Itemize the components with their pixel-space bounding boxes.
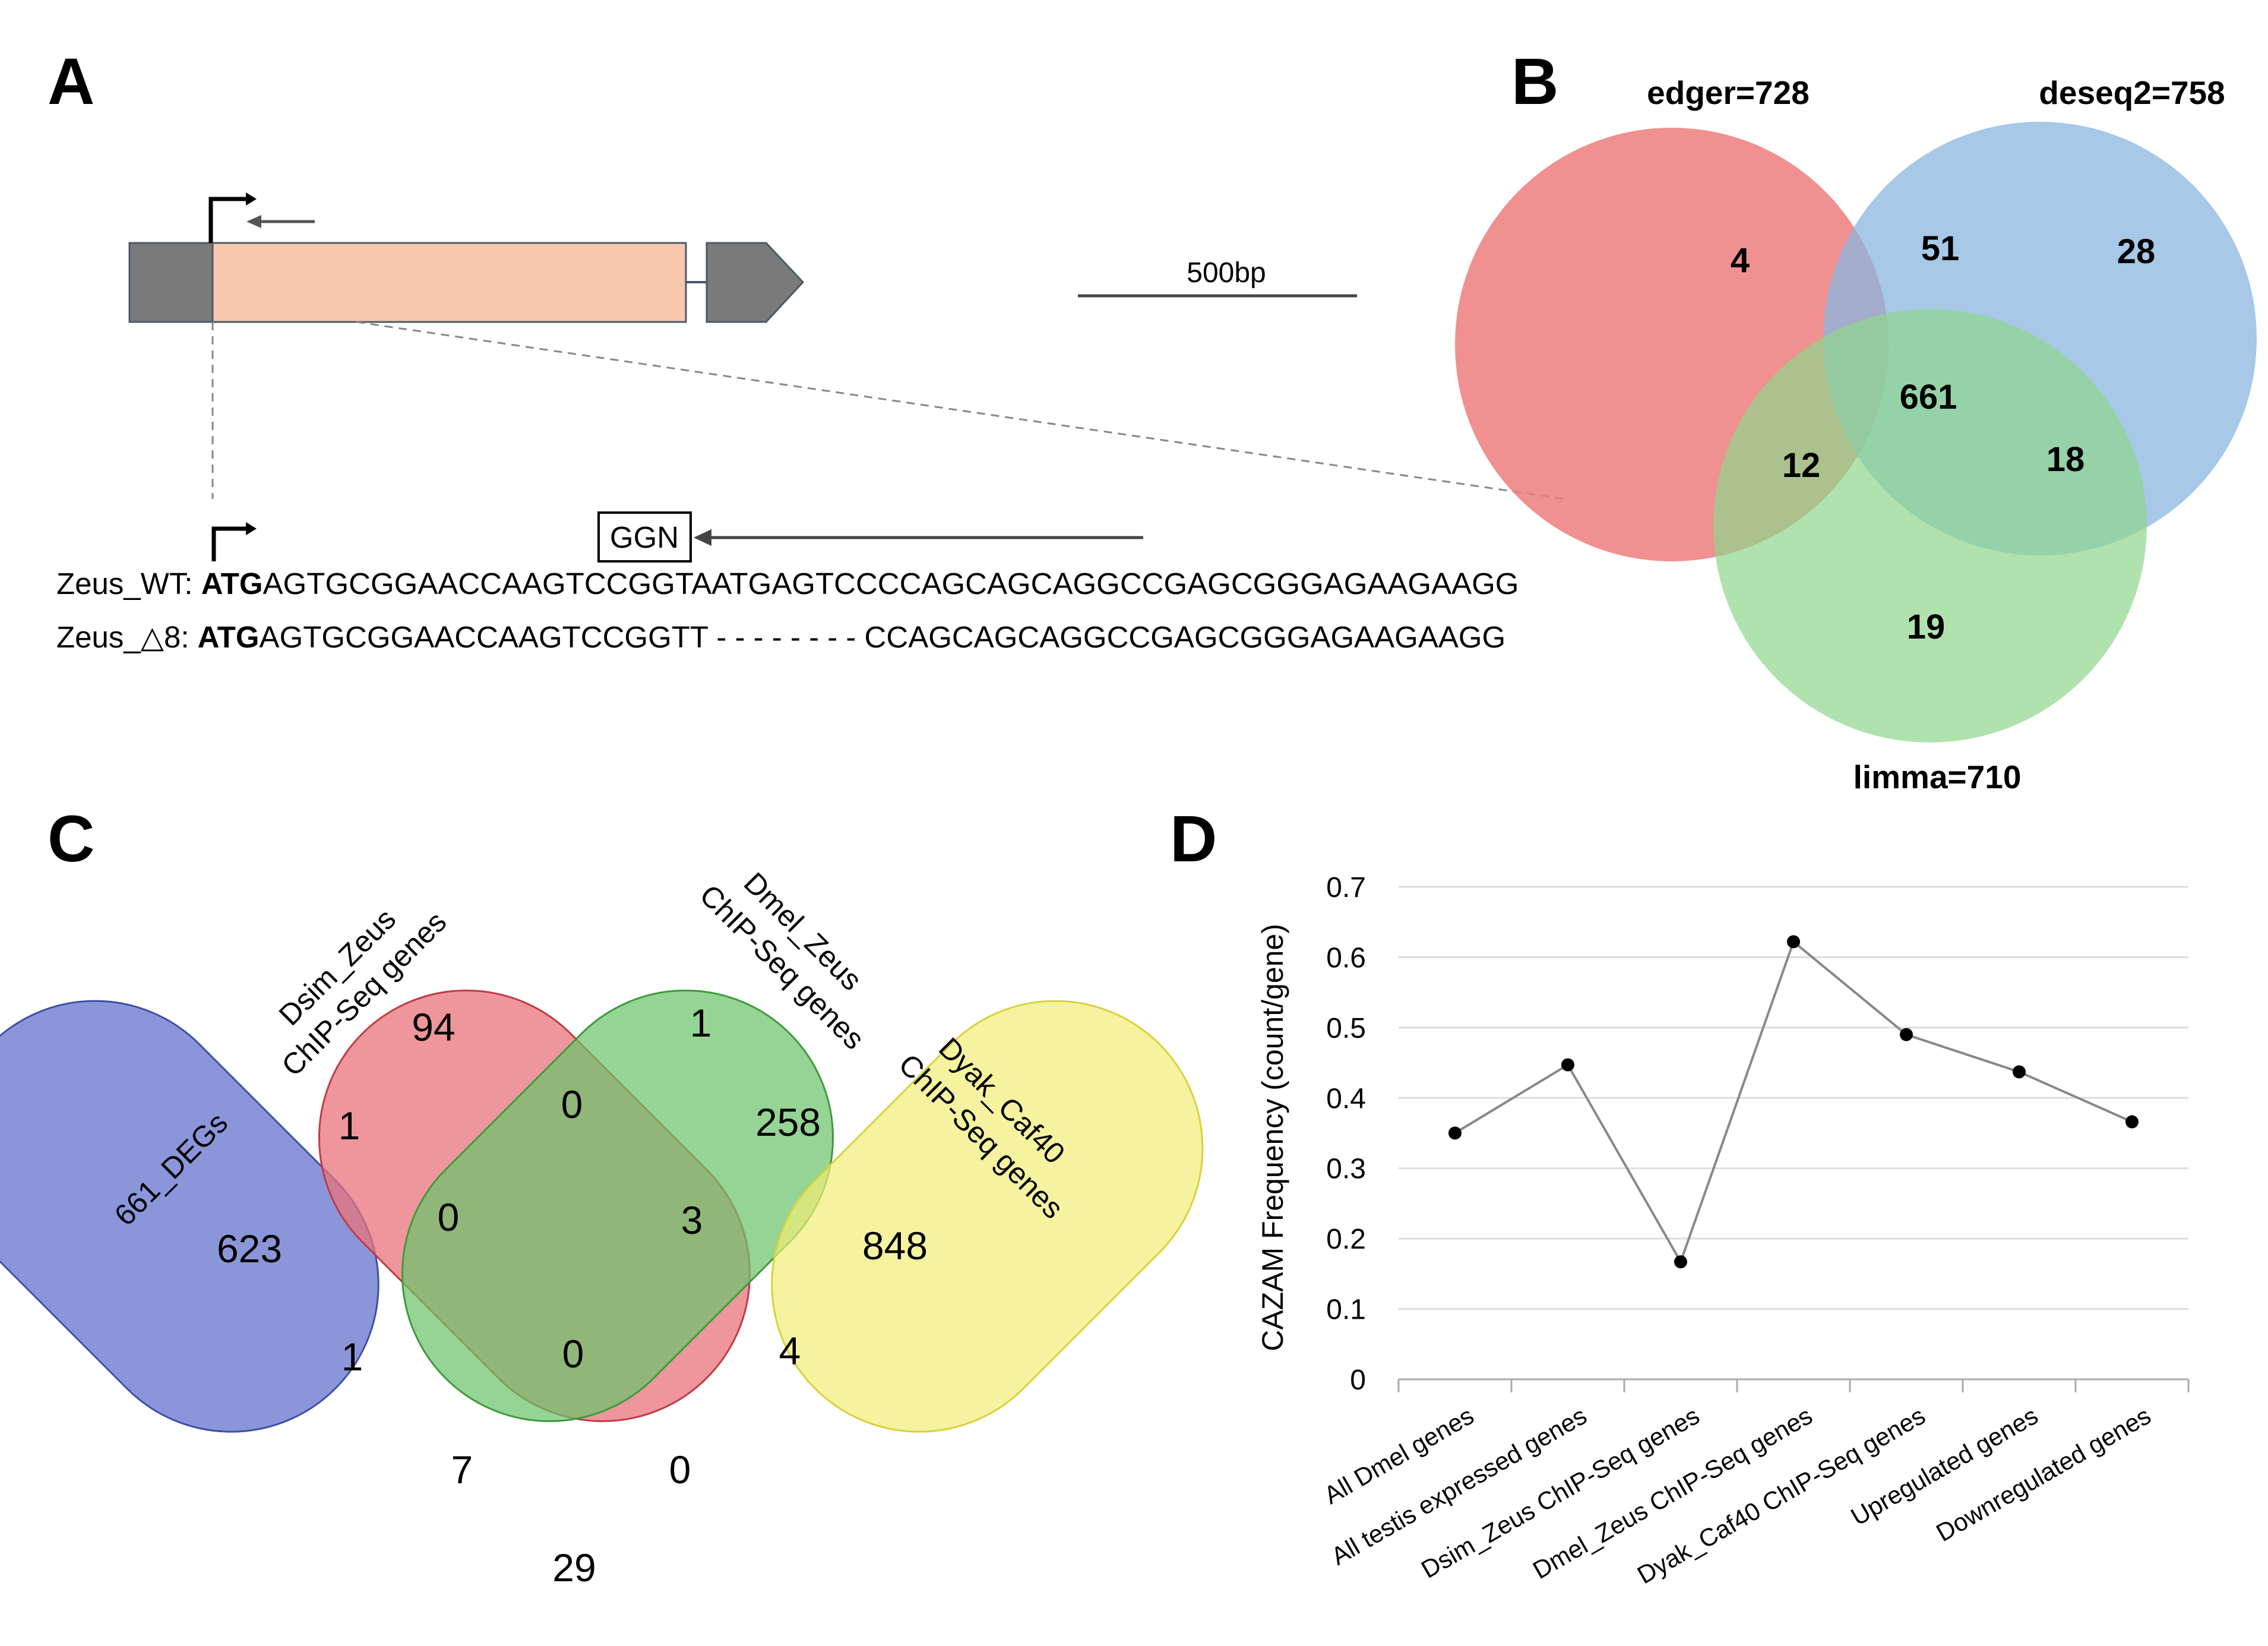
venn-b-title-deseq2: deseq2=758 xyxy=(2039,74,2225,111)
y-tick-label: 0.5 xyxy=(1326,1013,1366,1044)
panel-label-c: C xyxy=(48,803,94,876)
chart-x-ticks xyxy=(1397,1379,2190,1392)
utr-5prime xyxy=(128,242,214,323)
venn-c-dmel-dyak: 258 xyxy=(755,1100,821,1144)
seq-tss-arrow-icon xyxy=(211,526,252,561)
seq-row-mutant: Zeus_△8: ATGAGTGCGGAACCAAGTCCGGTT - - - … xyxy=(56,620,1505,654)
venn-c-degs-dyak: 29 xyxy=(552,1546,596,1590)
venn-b-all: 661 xyxy=(1900,378,1957,416)
chart-gridlines xyxy=(1399,886,2188,1310)
data-point xyxy=(1900,1028,1913,1041)
venn-c-dmel-only: 1 xyxy=(690,1001,712,1045)
venn-dmel-shape xyxy=(401,989,834,1423)
venn-c-degs-dmel-dyak: 7 xyxy=(451,1448,473,1492)
zoom-line-right xyxy=(356,321,1565,500)
venn-c-dsim-dmel: 0 xyxy=(561,1082,583,1126)
venn-b-limma-only: 19 xyxy=(1907,608,1946,646)
venn-b-edger-only: 4 xyxy=(1731,241,1750,280)
y-tick-label: 0.2 xyxy=(1326,1224,1366,1255)
y-tick-label: 0.7 xyxy=(1326,872,1366,903)
cazam-line-chart: 0 0.1 0.2 0.3 0.4 0.5 0.6 0.7 All Dmel genesAll… xyxy=(1256,872,2190,1589)
chart-points xyxy=(1448,935,2139,1269)
y-tick-label: 0 xyxy=(1350,1364,1366,1396)
pam-label: GGN xyxy=(610,520,679,554)
venn-c-degs-dsim-dmel: 0 xyxy=(438,1195,460,1239)
seq-row-wt: Zeus_WT: ATGAGTGCGGAACCAAGTCCGGTAATGAGTC… xyxy=(56,567,1519,601)
data-point xyxy=(1561,1058,1574,1072)
gene-model xyxy=(128,192,805,323)
utr-3prime xyxy=(706,242,805,323)
venn-b-deseq2-limma: 18 xyxy=(2046,440,2085,479)
panel-label-a: A xyxy=(48,45,94,118)
venn-dyak-shape xyxy=(771,1000,1204,1433)
tss-arrow-icon xyxy=(208,197,252,243)
wt-sequence: AGTGCGGAACCAAGTCCGGTAATGAGTCCCCAGCAGCAGG… xyxy=(263,567,1519,601)
x-category-label: Upregulated genes xyxy=(1846,1401,2043,1531)
panel-label-b: B xyxy=(1511,45,1558,118)
venn-c-dsim-dyak: 4 xyxy=(779,1329,801,1373)
venn-c-degs-dmel: 1 xyxy=(341,1335,363,1379)
data-point xyxy=(2013,1065,2026,1079)
venn-c-dsim-only: 94 xyxy=(412,1005,455,1049)
sgrna-arrowhead-icon xyxy=(694,529,711,546)
data-point xyxy=(1787,935,1800,949)
y-tick-label: 0.4 xyxy=(1326,1083,1366,1114)
y-tick-label: 0.1 xyxy=(1326,1294,1366,1326)
venn-4 xyxy=(0,989,1204,1433)
wt-start-codon: ATG xyxy=(201,567,263,601)
venn-b-title-edger: edger=728 xyxy=(1647,74,1810,111)
seq-tss-arrowhead-icon xyxy=(246,522,257,535)
y-tick-label: 0.3 xyxy=(1326,1154,1366,1185)
chart-series-line xyxy=(1454,940,2133,1265)
venn-c-all-four: 0 xyxy=(562,1332,584,1376)
data-point xyxy=(1674,1255,1687,1269)
panel-label-d: D xyxy=(1170,803,1217,876)
venn-b-deseq2-only: 28 xyxy=(2117,232,2156,271)
coding-exon xyxy=(211,242,687,323)
x-category-label: Downregulated genes xyxy=(1931,1401,2155,1547)
mutant-sequence: AGTGCGGAACCAAGTCCGGTT - - - - - - - - CC… xyxy=(260,620,1506,654)
tss-arrowhead-icon xyxy=(246,192,257,206)
venn-c-dsim-dmel-dyak: 3 xyxy=(681,1198,703,1242)
y-tick-label: 0.6 xyxy=(1326,942,1366,974)
venn-limma-circle xyxy=(1713,309,2147,743)
data-point xyxy=(2125,1115,2139,1129)
venn-c-dyak-only: 848 xyxy=(862,1224,928,1268)
venn-c-degs-dsim: 1 xyxy=(339,1104,360,1148)
venn-b-edger-limma: 12 xyxy=(1782,446,1821,485)
scale-bar-label: 500bp xyxy=(1187,257,1266,289)
venn-c-degs-only: 623 xyxy=(217,1227,282,1271)
guide-arrowhead-icon xyxy=(246,215,261,228)
venn-b-edger-deseq2: 51 xyxy=(1921,229,1960,268)
data-point xyxy=(1448,1126,1462,1140)
chart-y-title: CAZAM Frequency (count/gene) xyxy=(1256,924,1289,1351)
venn-degs-shape xyxy=(0,1000,379,1433)
pam-box xyxy=(597,511,692,563)
venn-3 xyxy=(1455,122,2257,743)
chart-y-ticks: 0 0.1 0.2 0.3 0.4 0.5 0.6 0.7 xyxy=(1326,872,1366,1396)
mutant-label: Zeus_△8: xyxy=(56,620,198,654)
wt-label: Zeus_WT: xyxy=(56,567,201,601)
venn-b-title-limma: limma=710 xyxy=(1853,759,2022,795)
mutant-start-codon: ATG xyxy=(198,620,260,654)
venn-c-degs-dsim-dyak: 0 xyxy=(669,1448,691,1492)
